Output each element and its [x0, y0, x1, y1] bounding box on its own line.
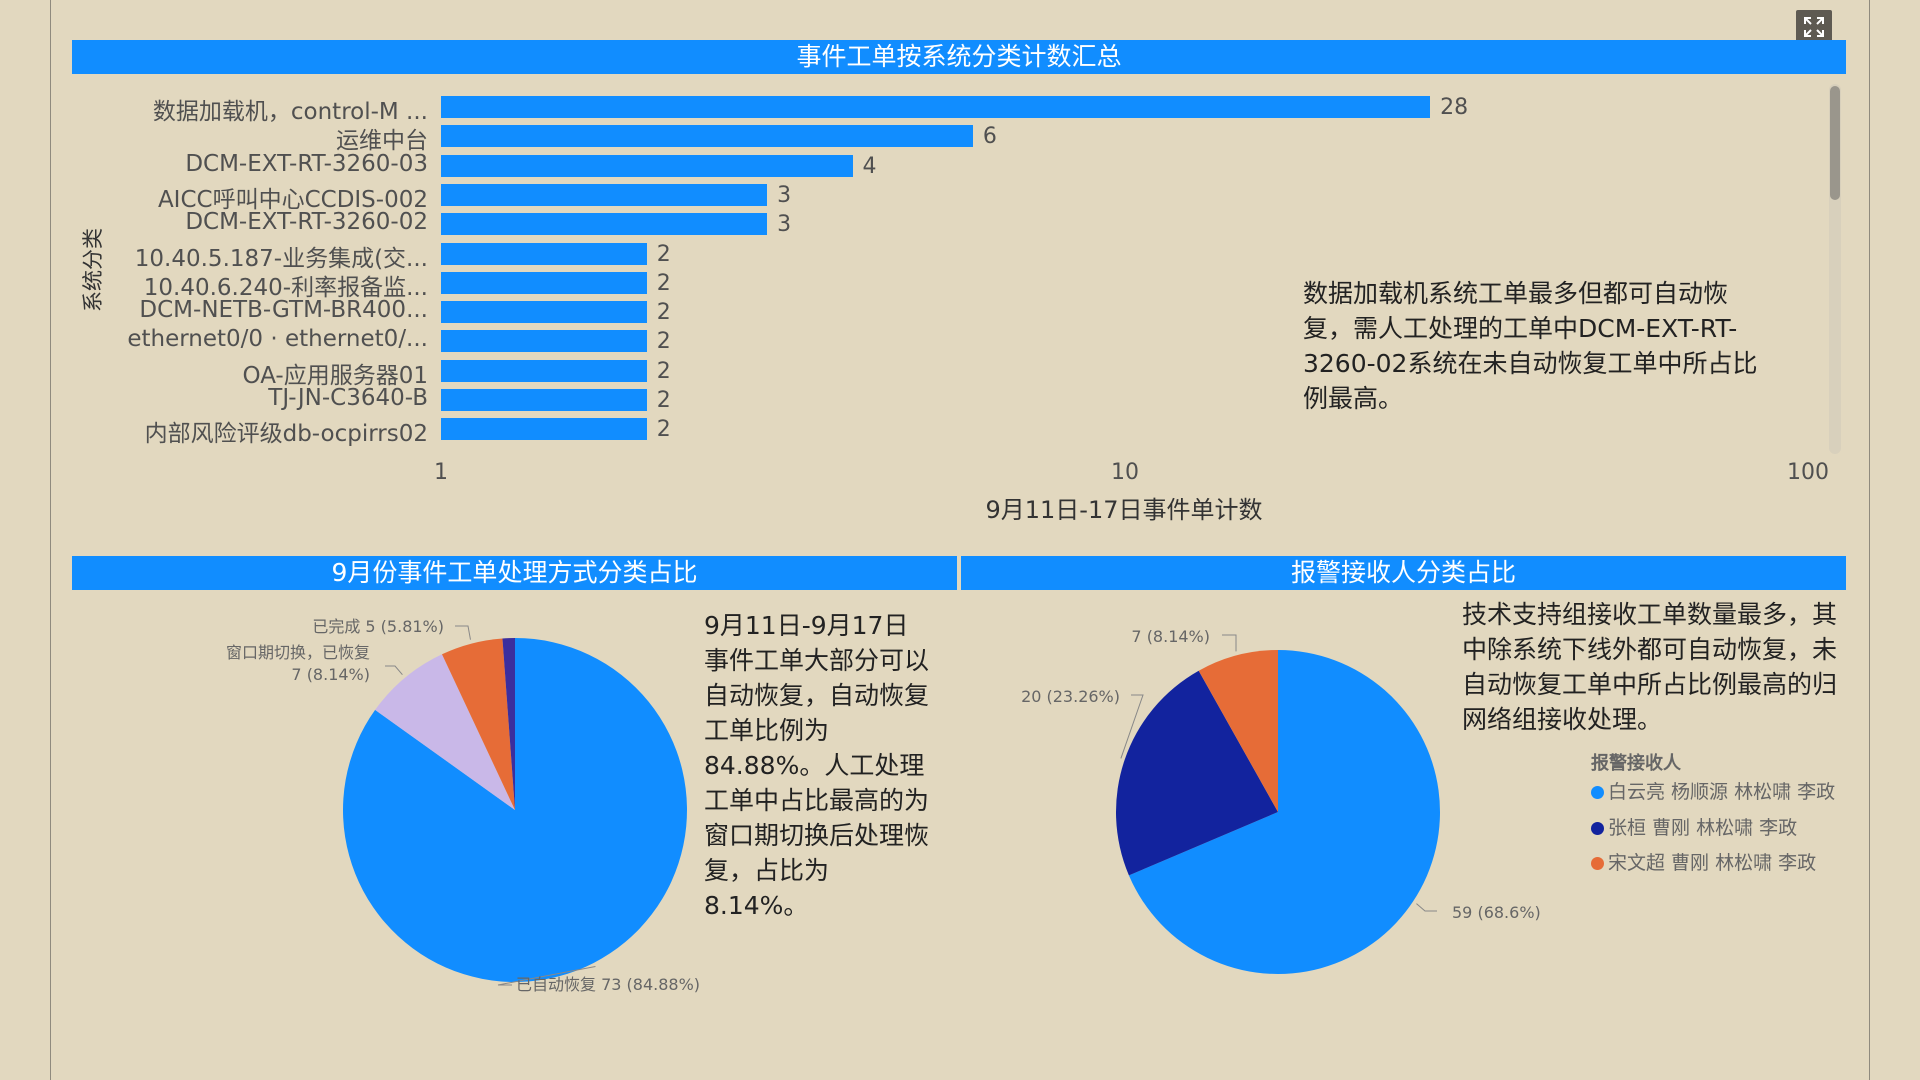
pie-data-label: 已自动恢复 73 (84.88%)	[516, 975, 700, 994]
bar-value-label: 4	[862, 153, 877, 179]
bar-value-label: 28	[1440, 95, 1469, 120]
expand-icon	[1804, 17, 1824, 37]
bar[interactable]	[441, 96, 1431, 118]
bar-category-label: 运维中台	[336, 128, 428, 155]
pie-data-label: 7 (8.14%)	[1131, 627, 1210, 646]
bar-value-label: 2	[656, 388, 671, 413]
legend-dot-3	[1591, 857, 1604, 870]
pie-data-label: 已完成 5 (5.81%)	[312, 617, 444, 636]
pie2-legend-title: 报警接收人	[1591, 753, 1681, 774]
pie-leader-line	[455, 625, 471, 640]
bar-value-label: 2	[656, 329, 671, 355]
bar[interactable]	[441, 271, 647, 294]
bar-category-label: 10.40.5.187-业务集成(交...	[134, 245, 428, 272]
pie2-chart: 59 (68.6%) 20 (23.26%) 7 (8.14%)	[1021, 627, 1541, 974]
bar-value-label: 3	[777, 182, 792, 208]
legend-dot-1	[1591, 786, 1604, 799]
pie1-annotation: 9月11日-9月17日事件工单大部分可以自动恢复，自动恢复工单比例为84.88%…	[704, 611, 930, 920]
pie-leader-line	[1222, 634, 1237, 652]
bar[interactable]	[441, 183, 768, 206]
bar-value-label: 2	[656, 300, 671, 326]
pie-data-label: 59 (68.6%)	[1452, 903, 1541, 922]
bar[interactable]	[441, 125, 973, 148]
pie-leader-line	[1416, 903, 1437, 912]
bar-category-label: DCM-EXT-RT-3260-02	[185, 209, 428, 236]
bar-category-label: AICC呼叫中心CCDIS-002	[157, 186, 428, 213]
pie-leader-line	[1120, 694, 1144, 759]
legend-item-1[interactable]: 白云亮 杨顺源 林松啸 李政	[1591, 777, 1835, 804]
pie-slice[interactable]	[1116, 670, 1278, 876]
bar-category-label: DCM-EXT-RT-3260-03	[185, 150, 428, 177]
legend-dot-2	[1591, 822, 1604, 835]
bar[interactable]	[441, 418, 647, 441]
bar-category-label: 10.40.6.240-利率报备监...	[143, 274, 428, 301]
pie-slice[interactable]	[375, 654, 515, 810]
pie-data-label: 7 (8.14%)	[291, 665, 370, 684]
bar-value-label: 2	[656, 270, 671, 296]
bar-value-label: 2	[656, 417, 671, 443]
pie2-title: 报警接收人分类占比	[961, 556, 1846, 590]
pie-slice[interactable]	[441, 638, 515, 810]
bar[interactable]	[441, 330, 647, 353]
bar-category-label: DCM-NETB-GTM-BR400...	[139, 297, 428, 324]
legend-item-3[interactable]: 宋文超 曹刚 林松啸 李政	[1591, 848, 1816, 875]
bar[interactable]	[441, 213, 768, 236]
bar-category-label: OA-应用服务器01	[242, 362, 429, 389]
bar[interactable]	[441, 359, 647, 382]
x-tick-1: 1	[434, 460, 448, 485]
pie-leader-line	[497, 966, 596, 986]
pie2-annotation: 技术支持组接收工单数量最多，其中除系统下线外都可自动恢复，未自动恢复工单中所占比…	[1462, 600, 1838, 734]
bar[interactable]	[441, 242, 647, 265]
x-tick-100: 100	[1787, 460, 1829, 485]
bar[interactable]	[441, 301, 647, 324]
bar-y-axis-title: 系统分类	[81, 228, 105, 312]
bar-x-axis-title: 9月11日-17日事件单计数	[985, 496, 1263, 524]
pie-data-label: 窗口期切换，已恢复	[226, 643, 370, 662]
bar-category-label: 内部风险评级db-ocpirrs02	[144, 421, 428, 448]
pie-leader-line	[385, 665, 403, 676]
bar-category-label: 数据加载机，control-M ...	[152, 99, 428, 125]
pie1-chart: 已自动恢复 73 (84.88%) 窗口期切换，已恢复 7 (8.14%) 已完成 5…	[226, 617, 700, 994]
pie-slice[interactable]	[1198, 650, 1278, 812]
pie-data-label: 20 (23.26%)	[1021, 687, 1120, 706]
pie-slice[interactable]	[502, 638, 515, 810]
bar-value-label: 3	[777, 212, 792, 238]
bar-chart-title: 事件工单按系统分类计数汇总	[72, 40, 1846, 74]
bar-chart-annotation: 数据加载机系统工单最多但都可自动恢复，需人工处理的工单中DCM-EXT-RT-3…	[1303, 279, 1758, 413]
bar-value-label: 2	[656, 358, 671, 384]
pie1-title: 9月份事件工单处理方式分类占比	[72, 556, 957, 590]
bar-value-label: 2	[656, 241, 671, 267]
bar-chart-scroll-thumb[interactable]	[1830, 86, 1840, 200]
bar[interactable]	[441, 389, 647, 411]
report-page	[50, 0, 1870, 1080]
bar-category-label: ethernet0/0 · ethernet0/...	[127, 326, 428, 353]
x-tick-10: 10	[1111, 460, 1139, 485]
bar[interactable]	[441, 154, 853, 177]
expand-button[interactable]	[1796, 10, 1832, 44]
bar-value-label: 6	[982, 124, 997, 150]
legend-item-2[interactable]: 张桓 曹刚 林松啸 李政	[1591, 813, 1797, 840]
pie-slice[interactable]	[1128, 650, 1440, 974]
bar-category-label: TJ-JN-C3640-B	[268, 385, 428, 411]
